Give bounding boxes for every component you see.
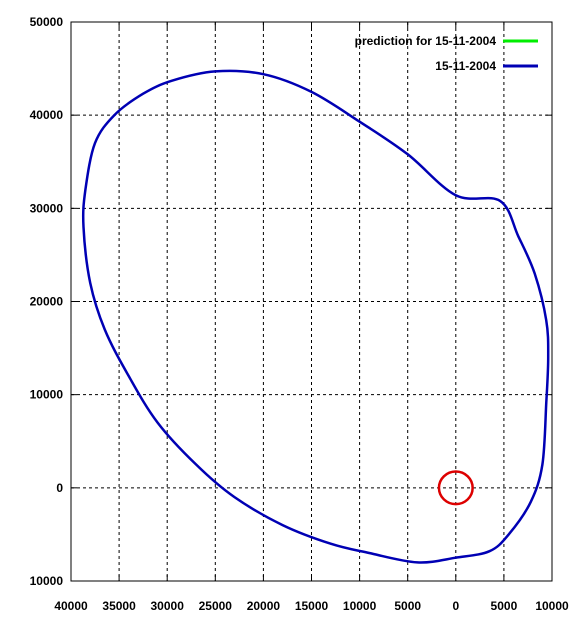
y-tick-label: 0: [56, 481, 63, 495]
x-tick-label: 5000: [491, 599, 518, 613]
red-circle-marker: [437, 470, 474, 506]
x-tick-label: 40000: [54, 599, 88, 613]
y-tick-labels: 50000 40000 30000 20000 10000 0 10000: [30, 15, 64, 588]
y-tick-label: 20000: [30, 295, 64, 309]
x-tick-label: 25000: [199, 599, 233, 613]
x-tick-label: 20000: [247, 599, 281, 613]
grid: [71, 22, 552, 581]
legend: prediction for 15-11-2004 15-11-2004: [355, 34, 538, 73]
x-tick-label: 0: [452, 599, 459, 613]
series-line-1: [81, 69, 550, 564]
marker-layer: [437, 470, 474, 506]
x-tick-label: 10000: [343, 599, 377, 613]
legend-label-0: prediction for 15-11-2004: [355, 34, 497, 48]
x-tick-label: 5000: [394, 599, 421, 613]
y-tick-label: 10000: [30, 388, 64, 402]
legend-label-1: 15-11-2004: [435, 59, 496, 73]
y-tick-label: 10000: [30, 574, 64, 588]
series-layer: [81, 69, 550, 564]
x-tick-label: 35000: [102, 599, 136, 613]
x-tick-labels: 40000 35000 30000 25000 20000 15000 10000 5000 0…: [54, 599, 569, 613]
y-tick-label: 50000: [30, 15, 64, 29]
x-tick-label: 15000: [295, 599, 329, 613]
y-tick-label: 30000: [30, 201, 64, 215]
tick-marks: [70, 21, 553, 582]
x-tick-label: 10000: [535, 599, 569, 613]
y-tick-label: 40000: [30, 108, 64, 122]
x-tick-label: 30000: [151, 599, 185, 613]
